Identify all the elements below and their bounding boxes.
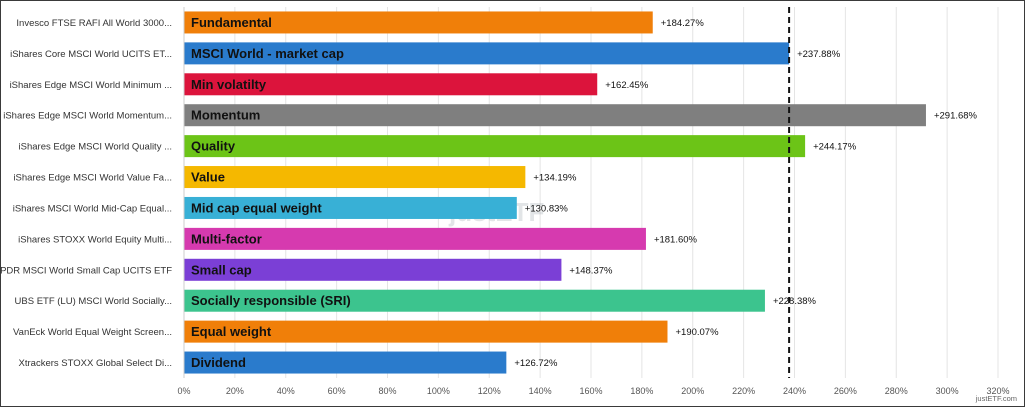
bar-label: Equal weight [191,324,272,339]
category-label: iShares Edge MSCI World Quality ... [19,142,172,153]
value-label: +184.27% [661,18,705,29]
x-tick-label: 280% [885,386,908,396]
value-label: +244.17% [813,142,857,153]
value-label: +228.38% [773,296,817,307]
value-label: +134.19% [533,173,577,184]
x-tick-label: 320% [986,386,1009,396]
x-tick-label: 40% [277,386,295,396]
bar-label: Value [191,170,225,185]
x-axis-ticks: 0% 20% 40% 60% 80% 100% 120% 140% 160% 180% 200% 22… [177,386,1009,396]
value-label: +148.37% [569,265,613,276]
bar[interactable] [184,11,653,34]
category-label: VanEck World Equal Weight Screen... [13,327,172,338]
x-tick-label: 0% [177,386,190,396]
category-label: SPDR MSCI World Small Cap UCITS ETF [1,265,172,276]
category-label: iShares MSCI World Mid-Cap Equal... [13,203,172,214]
x-tick-label: 20% [226,386,244,396]
x-tick-label: 220% [732,386,755,396]
bar[interactable] [184,196,517,219]
bar[interactable] [184,258,562,281]
value-label: +126.72% [514,358,558,369]
bar-label: Fundamental [191,15,272,30]
value-label: +190.07% [675,327,719,338]
bar[interactable] [184,289,765,312]
bar-label: Small cap [191,262,252,277]
bars-group: Invesco FTSE RAFI All World 3000... Funda… [1,11,978,374]
category-label: Xtrackers STOXX Global Select Di... [19,358,172,369]
bar-label: Multi-factor [191,231,262,246]
bar[interactable] [184,166,526,189]
x-tick-label: 240% [783,386,806,396]
grid-lines [234,7,999,378]
category-label: iShares Core MSCI World UCITS ET... [10,49,172,60]
bar-label: MSCI World - market cap [191,46,344,61]
x-tick-label: 200% [681,386,704,396]
value-label: +237.88% [797,49,841,60]
x-tick-label: 100% [427,386,450,396]
bar-label: Mid cap equal weight [191,200,322,215]
bar-label: Socially responsible (SRI) [191,293,351,308]
bar-label: Quality [191,139,236,154]
bar-label: Dividend [191,355,246,370]
credit-label: justETF.com [975,394,1017,403]
x-tick-label: 260% [834,386,857,396]
category-label: iShares Edge MSCI World Momentum... [3,111,172,122]
value-label: +130.83% [525,203,569,214]
category-label: iShares STOXX World Equity Multi... [18,234,172,245]
bar-label: Min volatilty [191,77,267,92]
value-label: +181.60% [654,234,698,245]
x-tick-label: 180% [630,386,653,396]
category-label: iShares Edge MSCI World Minimum ... [10,80,172,91]
bar-label: Momentum [191,108,260,123]
value-label: +162.45% [605,80,649,91]
bar[interactable] [184,320,668,343]
x-tick-label: 300% [936,386,959,396]
bar[interactable] [184,351,507,374]
x-tick-label: 140% [529,386,552,396]
bar[interactable] [184,73,598,96]
bar[interactable] [184,104,926,127]
x-tick-label: 160% [579,386,602,396]
value-label: +291.68% [934,111,978,122]
bar[interactable] [184,135,806,158]
category-label: iShares Edge MSCI World Value Fa... [13,173,172,184]
bar[interactable] [184,42,790,65]
x-tick-label: 60% [328,386,346,396]
x-tick-label: 120% [478,386,501,396]
x-tick-label: 80% [378,386,396,396]
category-label: UBS ETF (LU) MSCI World Socially... [15,296,172,307]
bar[interactable] [184,227,646,250]
category-label: Invesco FTSE RAFI All World 3000... [16,18,172,29]
